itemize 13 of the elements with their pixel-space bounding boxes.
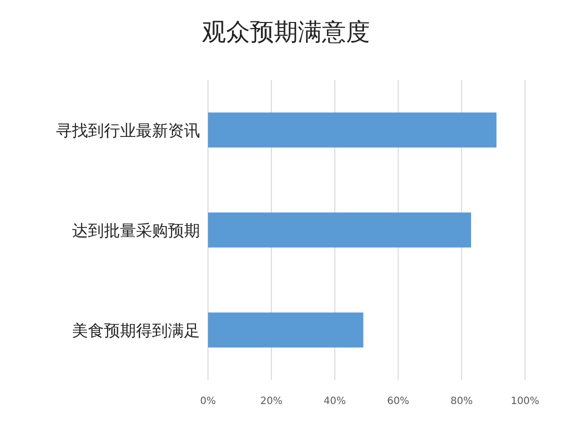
y-tick-label: 达到批量采购预期	[72, 221, 200, 240]
x-tick-label: 80%	[450, 396, 473, 407]
x-tick-label: 60%	[387, 396, 410, 407]
bar	[208, 212, 472, 248]
x-tick-label: 100%	[510, 396, 540, 407]
chart-title: 观众预期满意度	[202, 18, 370, 46]
x-tick-label: 20%	[260, 396, 283, 407]
bar	[208, 112, 496, 148]
y-tick-label: 寻找到行业最新资讯	[56, 121, 200, 140]
x-tick-label: 0%	[200, 396, 216, 407]
bar	[208, 312, 364, 348]
x-tick-label: 40%	[324, 396, 346, 407]
y-tick-label: 美食预期得到满足	[72, 321, 200, 340]
